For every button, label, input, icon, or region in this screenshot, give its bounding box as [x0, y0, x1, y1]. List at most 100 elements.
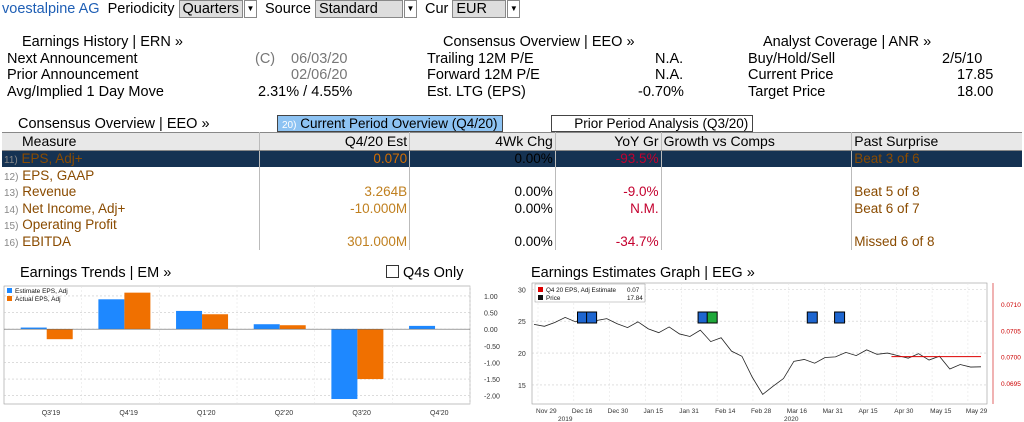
periodicity-select[interactable]: Quarters: [178, 0, 243, 18]
source-select[interactable]: Standard: [314, 0, 403, 18]
tab-current-num: 20): [282, 120, 297, 131]
table-row[interactable]: 14) Net Income, Adj+ -10.000M 0.00% N.M.…: [2, 200, 1022, 217]
table-section-title[interactable]: Consensus Overview | EEO »: [18, 116, 210, 132]
q4s-only-label: Q4s Only: [403, 265, 464, 281]
row-measure: EBITDA: [22, 233, 71, 249]
legend-swatch: [538, 295, 543, 300]
graph-title[interactable]: Earnings Estimates Graph | EEG »: [531, 265, 755, 281]
col-measure[interactable]: Measure: [2, 132, 261, 151]
y-left-tick-label: 30: [518, 287, 526, 294]
tab-prior-num: 21): [556, 120, 571, 131]
estimate-bar: [176, 310, 203, 330]
row-est: 0.070: [259, 150, 411, 167]
row-number: 16): [4, 237, 19, 249]
row-est: 3.264B: [259, 183, 411, 200]
row-measure: Revenue: [22, 184, 77, 200]
row-chg: 0.00%: [409, 150, 556, 167]
chevron-down-icon[interactable]: ▼: [507, 0, 521, 18]
next-announcement-label: Next Announcement: [7, 51, 138, 67]
x-tick-label: Apr 15: [858, 408, 878, 415]
legend-value: 0.07: [627, 287, 640, 294]
table-row[interactable]: 12) EPS, GAAP: [2, 167, 1022, 184]
x-tick-label: Dec 16: [572, 408, 593, 415]
trends-title[interactable]: Earnings Trends | EM »: [20, 265, 172, 281]
legend-swatch: [7, 288, 12, 293]
prior-announcement-date: 02/06/20: [291, 67, 348, 83]
row-number: 15): [4, 221, 19, 233]
col-comps[interactable]: Growth vs Comps: [661, 132, 853, 151]
q4s-only-toggle[interactable]: Q4s Only: [386, 265, 463, 282]
security-name[interactable]: voestalpine AG: [2, 0, 100, 17]
legend-value: 17.84: [627, 295, 643, 302]
row-comps: [661, 150, 853, 167]
ltg-value: -0.70%: [638, 84, 684, 100]
estimate-bar: [253, 324, 280, 330]
row-surprise: [852, 167, 1022, 184]
bhs-label: Buy/Hold/Sell: [748, 51, 836, 67]
y-right-tick-label: 0.0705: [1001, 328, 1021, 335]
row-yoy: N.M.: [555, 200, 662, 217]
plot-area: [531, 282, 988, 405]
estimate-bar: [409, 325, 436, 330]
actual-bar: [124, 292, 151, 330]
ltg-label: Est. LTG (EPS): [427, 84, 526, 100]
analyst-title[interactable]: Analyst Coverage | ANR »: [763, 34, 932, 50]
x-year-label: 2019: [558, 416, 573, 422]
estimate-bar: [20, 327, 47, 330]
row-comps: [661, 233, 853, 250]
legend-label: Actual EPS, Adj: [15, 296, 61, 303]
x-tick-label: Apr 30: [894, 408, 914, 415]
row-yoy: [555, 167, 662, 184]
x-tick-label: Q1'20: [197, 410, 216, 417]
y-right-tick-label: 0.0710: [1001, 302, 1021, 309]
actual-bar: [202, 314, 229, 330]
x-tick-label: Q3'19: [42, 410, 61, 417]
earnings-history-title[interactable]: Earnings History | ERN »: [22, 34, 183, 50]
forward-pe-label: Forward 12M P/E: [427, 67, 540, 83]
y-right-tick-label: 0.0695: [1001, 381, 1021, 388]
table-row[interactable]: 15) Operating Profit: [2, 216, 1022, 233]
cur-label: Cur: [424, 0, 449, 17]
price-line: [533, 315, 982, 396]
actual-bar: [357, 329, 384, 380]
estimate-bar: [98, 299, 125, 330]
chevron-down-icon[interactable]: ▼: [403, 0, 417, 18]
x-tick-label: Dec 30: [608, 408, 629, 415]
consensus-title[interactable]: Consensus Overview | EEO »: [443, 34, 635, 50]
x-tick-label: Feb 28: [751, 408, 772, 415]
col-surprise[interactable]: Past Surprise: [851, 132, 1022, 151]
legend-swatch: [7, 296, 12, 301]
y-right-tick-label: 0.0700: [1001, 355, 1021, 362]
row-surprise: Beat 6 of 7: [854, 200, 920, 216]
event-marker-icon: [697, 311, 709, 324]
table-row[interactable]: 13) Revenue 3.264B 0.00% -9.0% Beat 5 of…: [2, 183, 1022, 200]
row-chg: [409, 167, 556, 184]
x-tick-label: Feb 14: [715, 408, 736, 415]
table-row[interactable]: 11) EPS, Adj+ 0.070 0.00% -93.5% Beat 3 …: [2, 150, 1022, 167]
currency-select[interactable]: EUR: [452, 0, 507, 18]
tab-current[interactable]: 20) Current Period Overview (Q4/20): [277, 115, 503, 133]
earnings-trends-chart: 1.00 0.50 0.00 -0.50 -1.00 -1.50 -2.00 Q3'19 Q4'…: [3, 285, 500, 417]
row-est: [259, 167, 411, 184]
legend-label: Q4 20 EPS, Adj Estimate: [546, 287, 616, 294]
col-yoy[interactable]: YoY Gr: [555, 132, 662, 151]
y-tick-label: 1.00: [484, 294, 498, 301]
row-comps: [661, 216, 853, 233]
checkbox-icon[interactable]: [386, 265, 399, 278]
earnings-estimates-graph: 30 25 20 15 0.0710 0.0705 0.0700 0.0695 Nov 29 De…: [518, 282, 1021, 422]
y-left-tick-label: 20: [518, 351, 526, 358]
row-chg: 0.00%: [409, 200, 556, 217]
event-marker-icon: [586, 311, 598, 324]
current-price-label: Current Price: [748, 67, 834, 83]
col-chg[interactable]: 4Wk Chg: [409, 132, 556, 151]
next-announcement-flag: (C): [255, 51, 276, 67]
row-measure: Net Income, Adj+: [22, 200, 126, 216]
table-row[interactable]: 16) EBITDA 301.000M 0.00% -34.7% Missed …: [2, 233, 1022, 250]
col-est[interactable]: Q4/20 Est: [259, 132, 411, 151]
row-chg: [409, 216, 556, 233]
row-est: [259, 216, 411, 233]
tab-prior[interactable]: 21) Prior Period Analysis (Q3/20): [551, 115, 754, 133]
x-tick-label: Nov 29: [536, 408, 557, 415]
x-tick-label: Q4'20: [430, 410, 449, 417]
chevron-down-icon[interactable]: ▼: [243, 0, 257, 18]
